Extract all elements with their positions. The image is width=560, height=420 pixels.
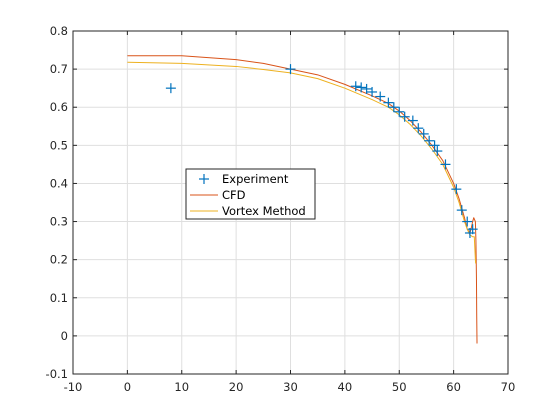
- x-tick-label-30: 30: [283, 380, 298, 394]
- data-point-experiment: [356, 82, 367, 93]
- legend: Experiment CFD Vortex Method: [185, 168, 316, 220]
- x-tick-label-20: 20: [229, 380, 244, 394]
- data-point-experiment: [165, 83, 176, 94]
- legend-entry-vortex-method: Vortex Method: [190, 204, 306, 218]
- x-tick-label-minus-10: -10: [64, 380, 83, 394]
- ticks: [72, 30, 509, 375]
- data-point-experiment: [456, 205, 467, 216]
- y-tick-label-minus-0-1: -0.1: [46, 367, 68, 381]
- y-tick-label-0-6: 0.6: [50, 100, 68, 114]
- data-point-experiment: [285, 64, 296, 75]
- data-point-experiment: [429, 140, 440, 151]
- legend-label-vortex-method: Vortex Method: [222, 204, 306, 218]
- x-tick-label-0: 0: [124, 380, 131, 394]
- y-tick-label-0: 0: [61, 329, 68, 343]
- legend-entry-cfd: CFD: [190, 188, 246, 202]
- data-point-experiment: [375, 91, 386, 102]
- data-point-experiment: [367, 86, 378, 97]
- y-tick-label-0-5: 0.5: [50, 138, 68, 152]
- data-point-experiment: [462, 216, 473, 227]
- legend-label-cfd: CFD: [222, 188, 246, 202]
- y-tick-label-0-3: 0.3: [50, 215, 68, 229]
- y-tick-label-0-8: 0.8: [50, 24, 68, 38]
- data-point-experiment: [361, 83, 372, 94]
- data-point-experiment: [418, 128, 429, 139]
- x-tick-label-40: 40: [338, 380, 353, 394]
- y-tick-label-0-7: 0.7: [50, 62, 68, 76]
- data-point-experiment: [467, 224, 478, 235]
- series-line-vortex-method: [127, 61, 477, 264]
- x-tick-label-60: 60: [446, 380, 461, 394]
- y-tick-label-0-4: 0.4: [50, 176, 68, 190]
- data-point-experiment: [399, 111, 410, 122]
- x-tick-label-50: 50: [392, 380, 407, 394]
- data-point-experiment: [388, 102, 399, 113]
- legend-marker-experiment: [199, 174, 209, 184]
- x-tick-label-10: 10: [174, 380, 189, 394]
- data-point-experiment: [350, 81, 361, 92]
- data-point-experiment: [394, 106, 405, 117]
- data-point-experiment: [407, 115, 418, 126]
- data-point-experiment: [451, 184, 462, 195]
- series-cfd: [127, 55, 478, 344]
- y-tick-label-0-2: 0.2: [50, 253, 68, 267]
- series-vortex-method: [127, 61, 477, 264]
- data-point-experiment: [424, 135, 435, 146]
- data-point-experiment: [432, 146, 443, 157]
- legend-entry-experiment: Experiment: [199, 172, 289, 186]
- x-tick-label-70: 70: [501, 380, 516, 394]
- y-tick-labels: -0.1 0 0.1 0.2 0.3 0.4 0.5 0.6 0.7 0.8: [46, 24, 68, 381]
- y-tick-label-0-1: 0.1: [50, 291, 68, 305]
- data-point-experiment: [383, 97, 394, 108]
- legend-label-experiment: Experiment: [222, 172, 289, 186]
- series-line-cfd: [127, 55, 478, 344]
- x-tick-labels: -10 0 10 20 30 40 50 60 70: [64, 380, 516, 394]
- series-layer: [127, 55, 478, 344]
- series-experiment: [165, 64, 478, 238]
- data-point-experiment: [440, 159, 451, 170]
- data-point-experiment: [413, 123, 424, 134]
